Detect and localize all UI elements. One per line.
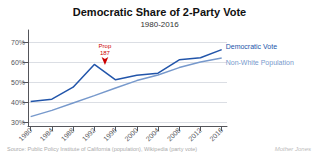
svg-text:50%: 50% [11,79,25,86]
svg-text:2004: 2004 [145,126,161,142]
svg-text:70%: 70% [11,39,25,46]
svg-text:Democratic Share of 2-Party Vo: Democratic Share of 2-Party Vote [73,6,246,18]
svg-text:2012: 2012 [187,126,203,142]
svg-text:2008: 2008 [166,126,182,142]
svg-text:Source: Public Policy Institut: Source: Public Policy Institute of Calif… [7,146,197,152]
svg-text:1980-2016: 1980-2016 [140,20,179,29]
svg-text:Non-White Population: Non-White Population [226,59,294,67]
svg-text:1980: 1980 [17,126,33,142]
svg-text:2000: 2000 [123,126,139,142]
svg-text:2016: 2016 [208,126,224,142]
svg-text:1996: 1996 [102,126,118,142]
svg-text:1988: 1988 [60,126,76,142]
svg-text:40%: 40% [11,99,25,106]
svg-text:60%: 60% [11,59,25,66]
svg-text:1984: 1984 [38,126,54,142]
svg-text:187: 187 [100,50,111,56]
svg-text:Prop: Prop [99,43,112,49]
svg-text:1992: 1992 [81,126,97,142]
svg-text:Mother Jones: Mother Jones [275,146,311,152]
svg-text:Democratic Vote: Democratic Vote [226,43,277,50]
svg-text:30%: 30% [11,119,25,126]
